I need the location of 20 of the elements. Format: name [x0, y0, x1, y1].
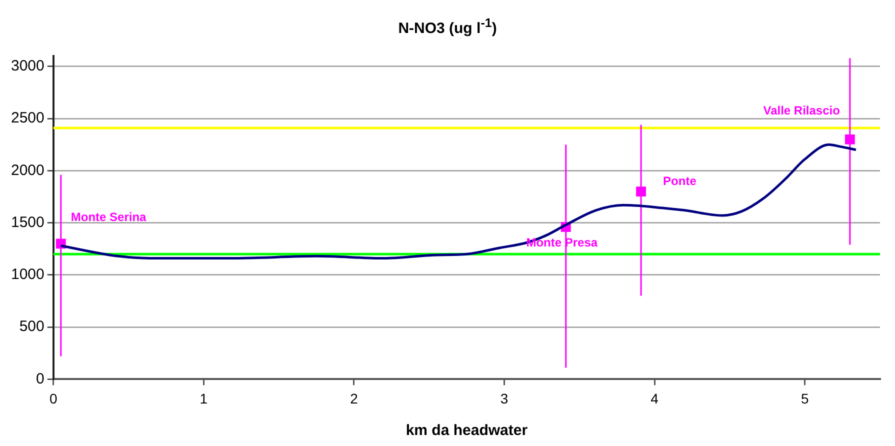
x-axis-title: km da headwater — [406, 422, 528, 440]
x-tick-label: 1 — [200, 390, 208, 406]
y-tick-label: 3000 — [10, 58, 44, 75]
x-tick-label: 3 — [500, 390, 508, 406]
y-tick-label: 1000 — [10, 266, 44, 284]
y-tick-label: 1500 — [10, 214, 44, 231]
y-tick-label: 2000 — [10, 162, 44, 179]
annotation: Monte Serina — [70, 210, 147, 224]
y-tick-label: 0 — [36, 370, 44, 388]
chart-title: N-NO3 (ug l$^{-1}$) — [397, 15, 498, 39]
point — [844, 134, 855, 144]
x-tick-label: 0 — [49, 390, 58, 406]
x-tick-label: 5 — [800, 390, 809, 406]
x-tick-label: 2 — [350, 390, 358, 406]
annotation: Ponte — [663, 174, 697, 188]
y-tick-label: 2500 — [10, 110, 44, 127]
x-tick-label: 4 — [650, 390, 659, 406]
annotation: Valle Rilascio — [763, 104, 840, 118]
point — [636, 186, 646, 196]
y-tick-label: 500 — [19, 318, 44, 336]
